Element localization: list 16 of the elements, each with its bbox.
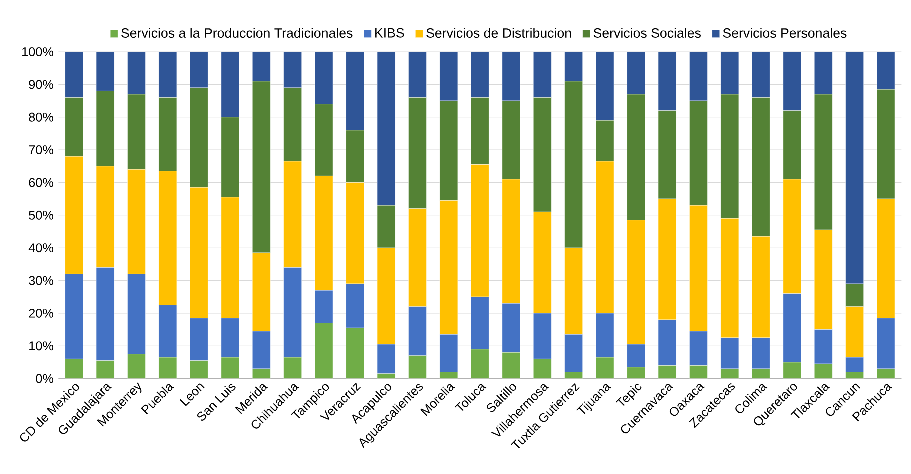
y-tick-label: 40% [28,244,54,253]
y-tick-label: 50% [29,211,54,220]
y-tick-label: 0% [36,374,54,384]
y-tick-label: 60% [29,178,54,188]
y-tick-label: 10% [30,342,54,351]
legend-label: Servicios de Distribucion [426,28,572,38]
legend-label: Servicios Personales [723,28,847,38]
y-tick-label: 20% [29,309,54,318]
y-tick-label: 70% [29,146,54,155]
legend-label: KIBS [376,28,404,38]
legend-label: Servicios a la Produccion Tradicionales [122,28,353,38]
y-tick-label: 30% [29,276,54,286]
y-tick-label: 80% [29,113,54,122]
y-tick-label: 90% [29,80,54,90]
legend-label: Servicios Sociales [594,28,701,38]
y-tick-label: 100% [22,48,54,57]
